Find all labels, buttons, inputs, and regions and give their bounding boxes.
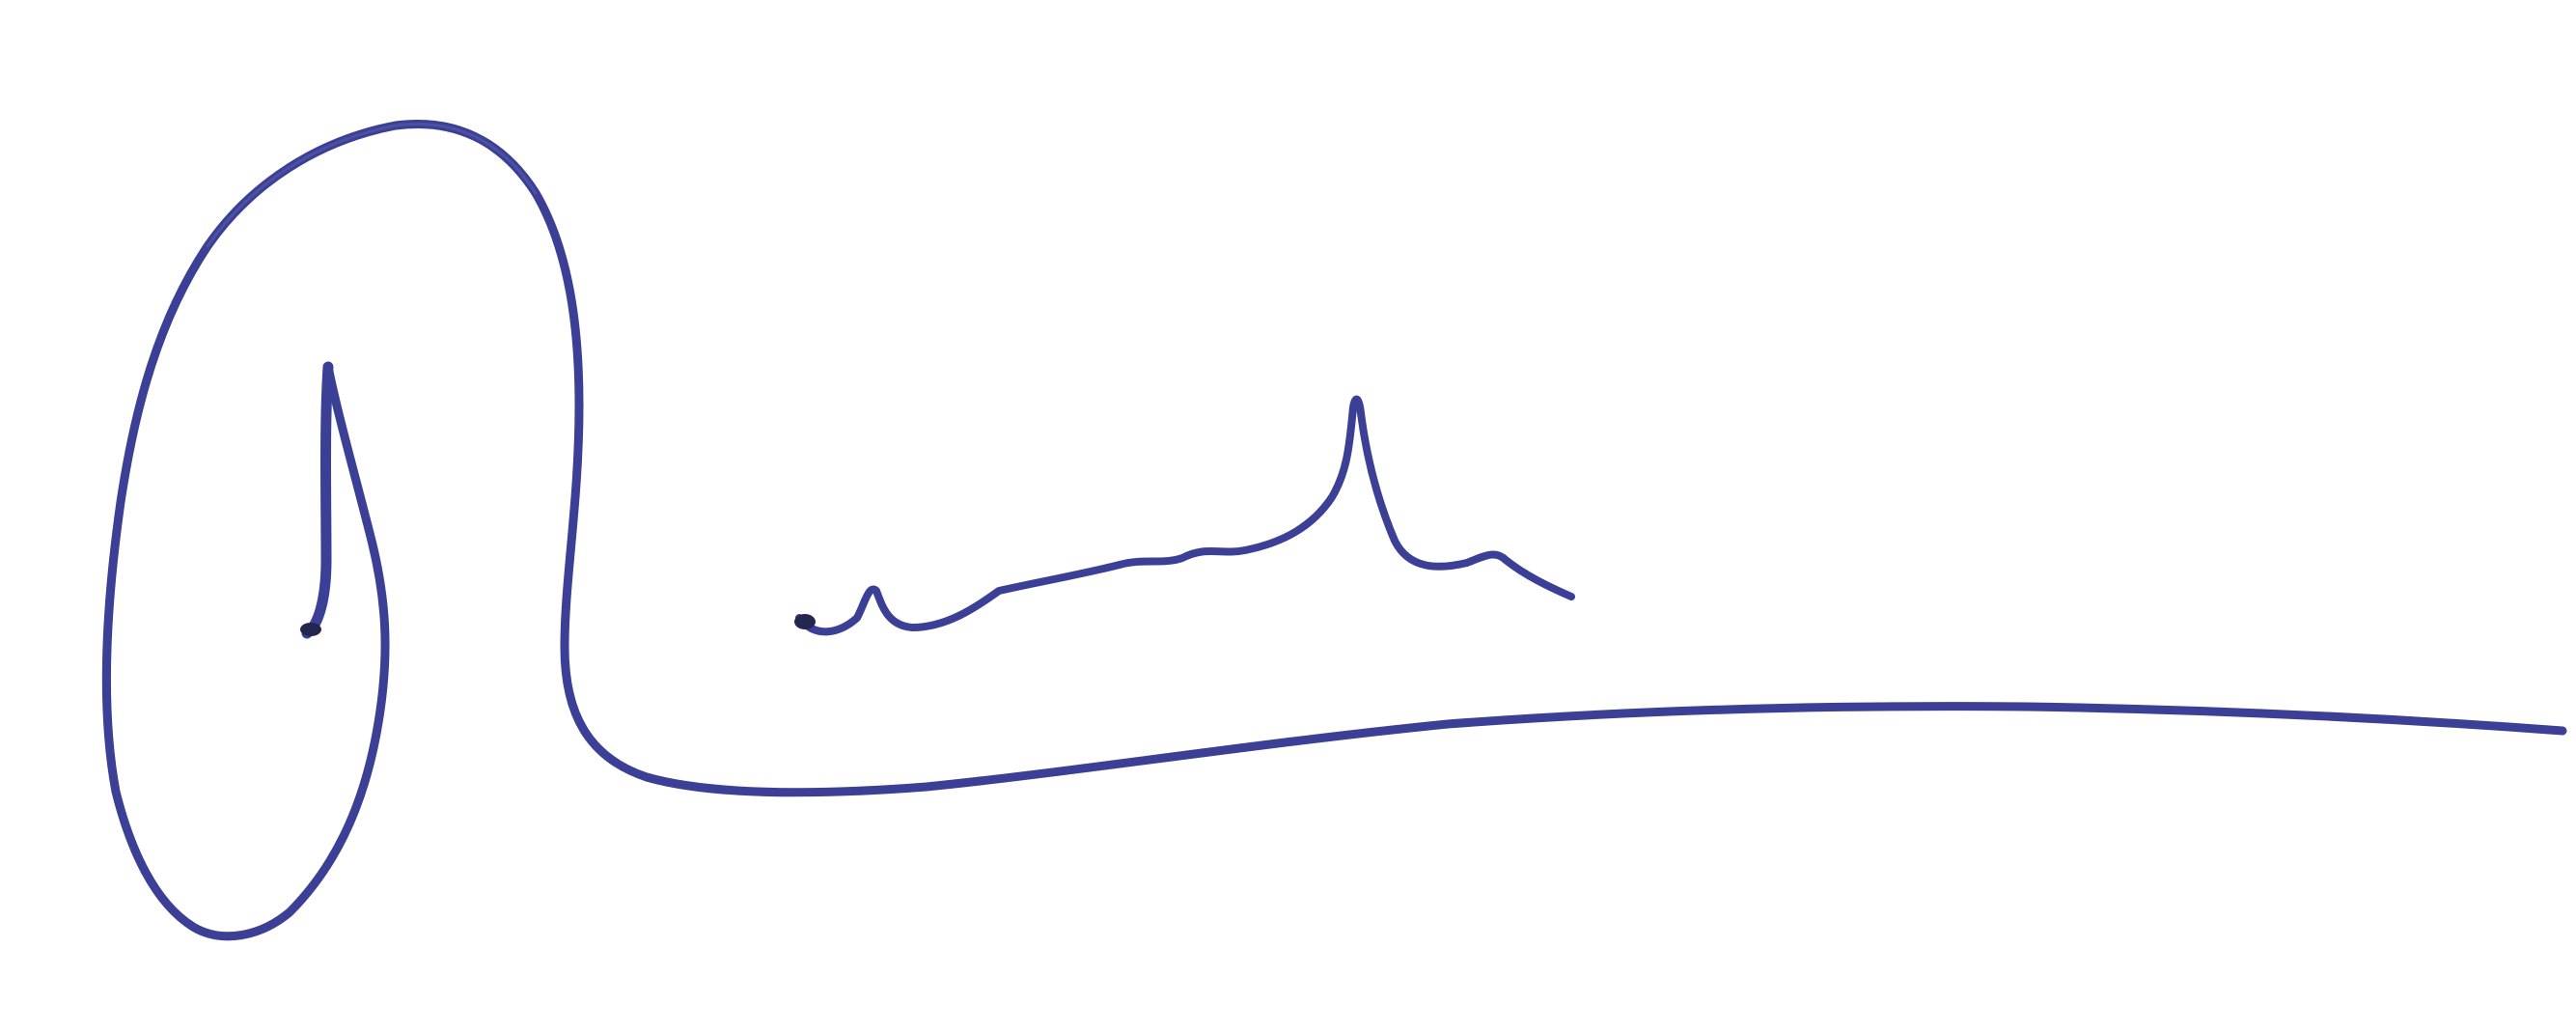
signature-middle-stroke — [795, 395, 1575, 636]
signature-loop-highlight — [206, 122, 538, 248]
signature-hook-stroke — [301, 361, 334, 639]
signature-ink-blob-left — [300, 623, 321, 636]
signature-loop-stroke — [101, 119, 2567, 941]
signature-ink-blob-middle — [794, 614, 816, 629]
